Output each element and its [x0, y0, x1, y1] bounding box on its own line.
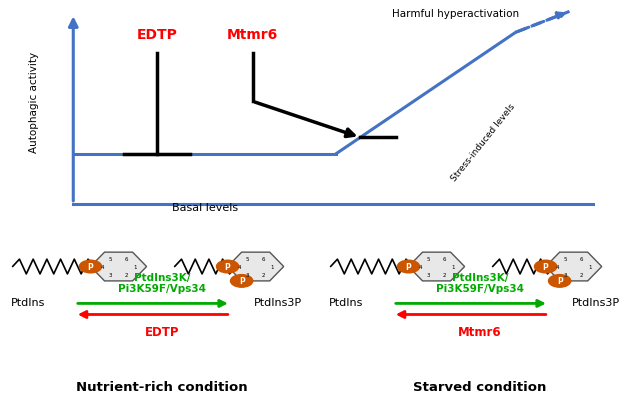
Text: 6: 6: [580, 256, 584, 261]
Text: PtdIns3K/: PtdIns3K/: [134, 272, 190, 283]
Text: EDTP: EDTP: [137, 27, 177, 42]
Text: 3: 3: [109, 273, 112, 278]
Text: P: P: [88, 263, 93, 271]
Circle shape: [534, 260, 558, 274]
Text: 1: 1: [270, 264, 273, 270]
Text: 1: 1: [588, 264, 591, 270]
Text: 2: 2: [580, 273, 584, 278]
Text: Harmful hyperactivation: Harmful hyperactivation: [392, 9, 520, 19]
Text: Starved condition: Starved condition: [413, 380, 547, 393]
Text: Autophagic activity: Autophagic activity: [29, 52, 39, 153]
Polygon shape: [408, 252, 464, 281]
Text: 3: 3: [563, 273, 567, 278]
Text: P: P: [406, 263, 411, 271]
Text: 5: 5: [109, 256, 112, 261]
Text: 2: 2: [262, 273, 266, 278]
Text: 4: 4: [238, 264, 241, 270]
Text: Stress-induced levels: Stress-induced levels: [450, 102, 517, 183]
Text: 4: 4: [556, 264, 559, 270]
Circle shape: [79, 260, 102, 274]
Circle shape: [230, 274, 254, 288]
Text: 4: 4: [100, 264, 104, 270]
Circle shape: [397, 260, 420, 274]
Polygon shape: [90, 252, 146, 281]
Text: P: P: [225, 263, 230, 271]
Text: 6: 6: [443, 256, 446, 261]
Text: 2: 2: [443, 273, 446, 278]
Text: Basal levels: Basal levels: [172, 202, 238, 213]
Text: 2: 2: [125, 273, 128, 278]
Text: 1: 1: [451, 264, 455, 270]
Text: 5: 5: [427, 256, 430, 261]
Text: P: P: [556, 277, 562, 286]
Circle shape: [548, 274, 572, 288]
Polygon shape: [546, 252, 602, 281]
Text: PtdIns: PtdIns: [11, 297, 45, 307]
Text: Nutrient-rich condition: Nutrient-rich condition: [76, 380, 248, 393]
Text: Pi3K59F/Vps34: Pi3K59F/Vps34: [436, 283, 524, 294]
Text: PtdIns3P: PtdIns3P: [571, 297, 619, 307]
Text: 6: 6: [262, 256, 266, 261]
Circle shape: [216, 260, 240, 274]
Text: EDTP: EDTP: [145, 325, 179, 338]
Text: 6: 6: [125, 256, 128, 261]
Text: 5: 5: [245, 256, 249, 261]
Text: P: P: [543, 263, 548, 271]
Text: P: P: [238, 277, 244, 286]
Text: 1: 1: [133, 264, 137, 270]
Text: Mtmr6: Mtmr6: [459, 325, 502, 338]
Text: PtdIns3K/: PtdIns3K/: [452, 272, 508, 283]
Text: 3: 3: [427, 273, 430, 278]
Text: 3: 3: [245, 273, 249, 278]
Text: Pi3K59F/Vps34: Pi3K59F/Vps34: [118, 283, 206, 294]
Text: Mtmr6: Mtmr6: [227, 27, 278, 42]
Text: PtdIns: PtdIns: [329, 297, 363, 307]
Text: 4: 4: [418, 264, 422, 270]
Text: 5: 5: [563, 256, 567, 261]
Polygon shape: [228, 252, 284, 281]
Text: PtdIns3P: PtdIns3P: [253, 297, 301, 307]
